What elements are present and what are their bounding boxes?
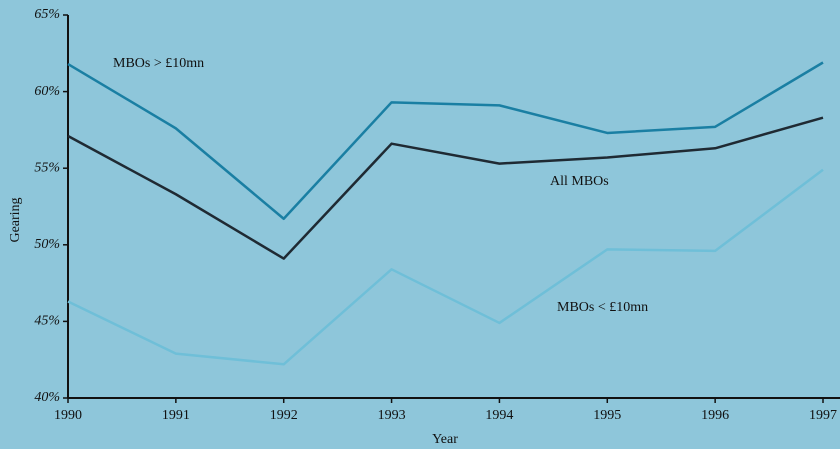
x-tick-label: 1992	[270, 408, 298, 423]
series-label: All MBOs	[550, 174, 609, 189]
y-tick-label: 60%	[34, 84, 60, 99]
y-axis-label: Gearing	[8, 197, 23, 242]
x-tick-label: 1994	[485, 408, 513, 423]
x-tick-label: 1991	[162, 408, 190, 423]
x-tick-label: 1997	[809, 408, 837, 423]
x-tick-label: 1995	[593, 408, 621, 423]
series-line	[67, 61, 824, 221]
y-tick-label: 50%	[34, 237, 60, 252]
y-tick-label: 40%	[34, 390, 60, 405]
series-label: MBOs < £10mn	[557, 300, 648, 315]
x-tick-label: 1990	[54, 408, 82, 423]
series-line	[67, 116, 824, 260]
y-tick-label: 55%	[34, 160, 60, 175]
series-line	[67, 168, 824, 366]
x-tick-label: 1996	[701, 408, 729, 423]
y-tick-label: 65%	[34, 7, 60, 22]
x-axis-label: Year	[432, 432, 458, 447]
y-tick-label: 45%	[34, 314, 60, 329]
x-tick-label: 1993	[378, 408, 406, 423]
series-label: MBOs > £10mn	[113, 56, 204, 71]
